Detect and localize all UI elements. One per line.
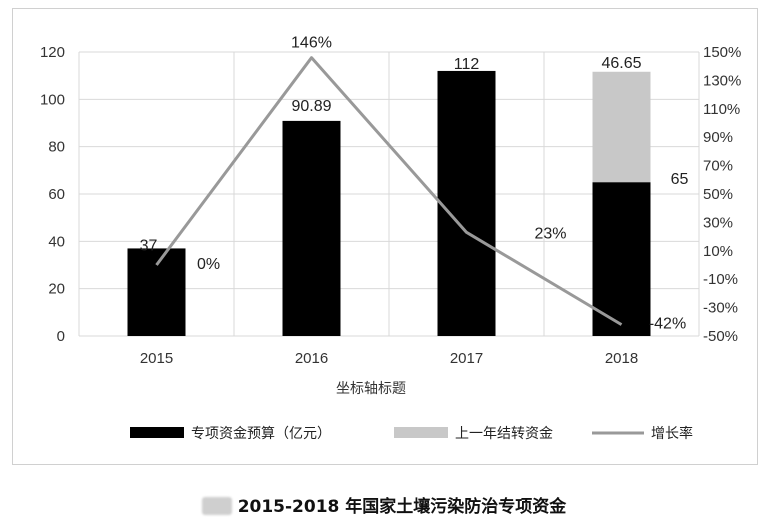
- y2-tick-label: 130%: [703, 72, 741, 89]
- data-label-carryover: 46.65: [601, 55, 641, 72]
- legend-label-budget: 专项资金预算（亿元）: [191, 426, 331, 442]
- y2-tick-label: 30%: [703, 214, 733, 231]
- x-axis-title: 坐标轴标题: [336, 381, 406, 397]
- data-label-growth: 146%: [291, 35, 332, 52]
- caption-text: 2015-2018 年国家土壤污染防治专项资金: [237, 497, 567, 517]
- chart-frame: 0 20 40 60 80 100 120 -50% -30% -10% 10% 30% 50% 70% 9…: [12, 8, 758, 465]
- x-tick-label: 2017: [450, 350, 483, 367]
- y2-tick-label: 110%: [703, 101, 740, 118]
- bar-carryover-2018: [592, 71, 651, 183]
- data-label-budget: 37: [140, 237, 158, 254]
- y2-tick-label: 50%: [703, 186, 733, 203]
- data-label-budget: 90.89: [291, 98, 331, 115]
- bar-budget-2016: [282, 120, 341, 336]
- data-label-budget: 112: [454, 56, 480, 73]
- legend-label-growth: 增长率: [651, 425, 693, 442]
- y2-tick-label: -30%: [703, 300, 738, 317]
- legend-label-carryover: 上一年结转资金: [455, 426, 553, 442]
- bar-budget-2017: [437, 70, 496, 336]
- legend-swatch-carryover: [394, 427, 448, 438]
- y2-tick-label: -10%: [703, 271, 738, 288]
- label-layer: 37 90.89 112 65 46.65 0% 146% 23% -42%: [140, 35, 689, 333]
- chart-svg: 0 20 40 60 80 100 120 -50% -30% -10% 10% 30% 50% 70% 9…: [40, 35, 741, 442]
- y-tick-label: 100: [40, 91, 65, 108]
- y2-tick-label: -50%: [703, 328, 738, 345]
- logo-icon: [201, 497, 232, 515]
- axis-layer: 0 20 40 60 80 100 120 -50% -30% -10% 10% 30% 50% 70% 9…: [40, 44, 741, 367]
- growth-rate-line: [155, 56, 623, 326]
- data-label-growth: -42%: [649, 316, 686, 333]
- y-tick-label: 40: [48, 233, 65, 250]
- y-tick-label: 80: [48, 139, 65, 156]
- data-label-growth: 0%: [197, 256, 220, 273]
- bar-budget-2018: [592, 182, 651, 336]
- line-layer: [155, 56, 623, 326]
- legend-swatch-budget: [130, 427, 184, 438]
- x-tick-label: 2016: [295, 350, 328, 367]
- x-tick-label: 2018: [605, 350, 638, 367]
- data-label-budget: 65: [671, 171, 689, 188]
- y-tick-label: 120: [40, 44, 65, 61]
- data-label-growth: 23%: [534, 225, 566, 242]
- chart-caption: 2015-2018 年国家土壤污染防治专项资金: [0, 492, 768, 517]
- x-tick-label: 2015: [140, 350, 173, 367]
- y2-tick-label: 10%: [703, 243, 733, 260]
- legend: 专项资金预算（亿元） 上一年结转资金 增长率: [130, 425, 693, 442]
- y2-tick-label: 90%: [703, 129, 733, 146]
- bar-budget-2015: [127, 248, 186, 336]
- y-tick-label: 0: [57, 328, 65, 345]
- y2-tick-label: 70%: [703, 158, 733, 175]
- y-tick-label: 20: [48, 281, 65, 298]
- bar-layer: [127, 70, 651, 336]
- y2-tick-label: 150%: [703, 44, 741, 61]
- y-tick-label: 60: [48, 186, 65, 203]
